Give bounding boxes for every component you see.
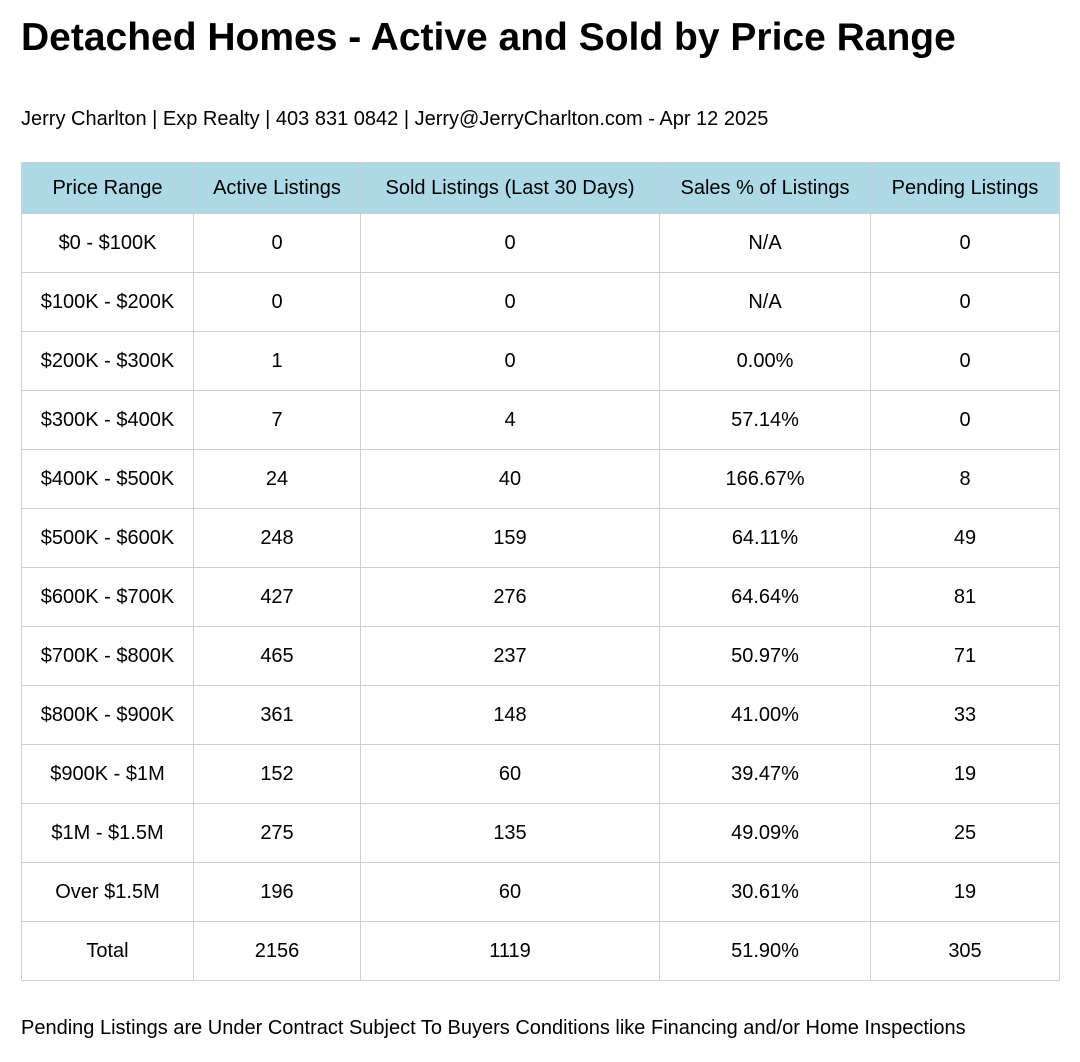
cell-pending-listings: 0	[870, 390, 1060, 450]
cell-pending-listings: 49	[870, 508, 1060, 568]
cell-sales-percent: 41.00%	[659, 685, 871, 745]
cell-sales-percent: 64.11%	[659, 508, 871, 568]
cell-active-listings: 465	[193, 626, 361, 686]
cell-sold-listings: 60	[360, 744, 660, 804]
cell-active-listings: 2156	[193, 921, 361, 981]
cell-active-listings: 0	[193, 213, 361, 273]
listings-table: Price Range Active Listings Sold Listing…	[21, 162, 1060, 981]
cell-active-listings: 427	[193, 567, 361, 627]
cell-pending-listings: 81	[870, 567, 1060, 627]
cell-pending-listings: 0	[870, 213, 1060, 273]
table-row: $800K - $900K 361 148 41.00% 33	[21, 685, 1060, 745]
cell-sales-percent: 39.47%	[659, 744, 871, 804]
cell-active-listings: 0	[193, 272, 361, 332]
cell-pending-listings: 8	[870, 449, 1060, 509]
cell-price-range: $900K - $1M	[21, 744, 194, 804]
header-active-listings: Active Listings	[193, 162, 361, 214]
table-row: $200K - $300K 1 0 0.00% 0	[21, 331, 1060, 391]
cell-sold-listings: 1119	[360, 921, 660, 981]
agent-byline: Jerry Charlton | Exp Realty | 403 831 08…	[21, 108, 769, 130]
cell-price-range: $400K - $500K	[21, 449, 194, 509]
cell-sold-listings: 4	[360, 390, 660, 450]
cell-pending-listings: 19	[870, 744, 1060, 804]
table-row: $400K - $500K 24 40 166.67% 8	[21, 449, 1060, 509]
cell-sold-listings: 159	[360, 508, 660, 568]
table-header-row: Price Range Active Listings Sold Listing…	[21, 162, 1060, 214]
cell-sales-percent: 57.14%	[659, 390, 871, 450]
cell-sold-listings: 148	[360, 685, 660, 745]
header-sales-percent: Sales % of Listings	[659, 162, 871, 214]
cell-price-range: $500K - $600K	[21, 508, 194, 568]
cell-price-range: $300K - $400K	[21, 390, 194, 450]
cell-price-range: Total	[21, 921, 194, 981]
cell-sales-percent: N/A	[659, 213, 871, 273]
cell-sales-percent: 51.90%	[659, 921, 871, 981]
table-row: $300K - $400K 7 4 57.14% 0	[21, 390, 1060, 450]
cell-sold-listings: 40	[360, 449, 660, 509]
cell-price-range: $1M - $1.5M	[21, 803, 194, 863]
cell-active-listings: 248	[193, 508, 361, 568]
cell-pending-listings: 25	[870, 803, 1060, 863]
cell-sold-listings: 60	[360, 862, 660, 922]
cell-active-listings: 1	[193, 331, 361, 391]
table-row: $700K - $800K 465 237 50.97% 71	[21, 626, 1060, 686]
header-pending-listings: Pending Listings	[870, 162, 1060, 214]
cell-price-range: $0 - $100K	[21, 213, 194, 273]
cell-sold-listings: 276	[360, 567, 660, 627]
table-row: Over $1.5M 196 60 30.61% 19	[21, 862, 1060, 922]
page-title: Detached Homes - Active and Sold by Pric…	[21, 16, 956, 59]
cell-sold-listings: 0	[360, 331, 660, 391]
header-sold-listings: Sold Listings (Last 30 Days)	[360, 162, 660, 214]
cell-sold-listings: 0	[360, 272, 660, 332]
cell-price-range: Over $1.5M	[21, 862, 194, 922]
table-row: $100K - $200K 0 0 N/A 0	[21, 272, 1060, 332]
table-row: $0 - $100K 0 0 N/A 0	[21, 213, 1060, 273]
cell-sold-listings: 135	[360, 803, 660, 863]
cell-sales-percent: 166.67%	[659, 449, 871, 509]
cell-sold-listings: 237	[360, 626, 660, 686]
cell-active-listings: 152	[193, 744, 361, 804]
cell-pending-listings: 19	[870, 862, 1060, 922]
cell-pending-listings: 71	[870, 626, 1060, 686]
cell-pending-listings: 33	[870, 685, 1060, 745]
cell-sales-percent: 49.09%	[659, 803, 871, 863]
cell-sales-percent: 50.97%	[659, 626, 871, 686]
cell-active-listings: 361	[193, 685, 361, 745]
cell-sales-percent: N/A	[659, 272, 871, 332]
footnote: Pending Listings are Under Contract Subj…	[21, 1017, 966, 1039]
table-body: $0 - $100K 0 0 N/A 0 $100K - $200K 0 0 N/A 0 $200K…	[21, 213, 1060, 981]
cell-active-listings: 7	[193, 390, 361, 450]
table-row: $600K - $700K 427 276 64.64% 81	[21, 567, 1060, 627]
cell-price-range: $200K - $300K	[21, 331, 194, 391]
cell-price-range: $800K - $900K	[21, 685, 194, 745]
cell-price-range: $700K - $800K	[21, 626, 194, 686]
table-total-row: Total 2156 1119 51.90% 305	[21, 921, 1060, 981]
table-row: $900K - $1M 152 60 39.47% 19	[21, 744, 1060, 804]
cell-sales-percent: 30.61%	[659, 862, 871, 922]
cell-active-listings: 24	[193, 449, 361, 509]
cell-pending-listings: 0	[870, 331, 1060, 391]
cell-sales-percent: 64.64%	[659, 567, 871, 627]
cell-sold-listings: 0	[360, 213, 660, 273]
cell-price-range: $600K - $700K	[21, 567, 194, 627]
table-row: $500K - $600K 248 159 64.11% 49	[21, 508, 1060, 568]
cell-pending-listings: 0	[870, 272, 1060, 332]
header-price-range: Price Range	[21, 162, 194, 214]
cell-pending-listings: 305	[870, 921, 1060, 981]
cell-active-listings: 275	[193, 803, 361, 863]
cell-sales-percent: 0.00%	[659, 331, 871, 391]
cell-active-listings: 196	[193, 862, 361, 922]
table-row: $1M - $1.5M 275 135 49.09% 25	[21, 803, 1060, 863]
cell-price-range: $100K - $200K	[21, 272, 194, 332]
